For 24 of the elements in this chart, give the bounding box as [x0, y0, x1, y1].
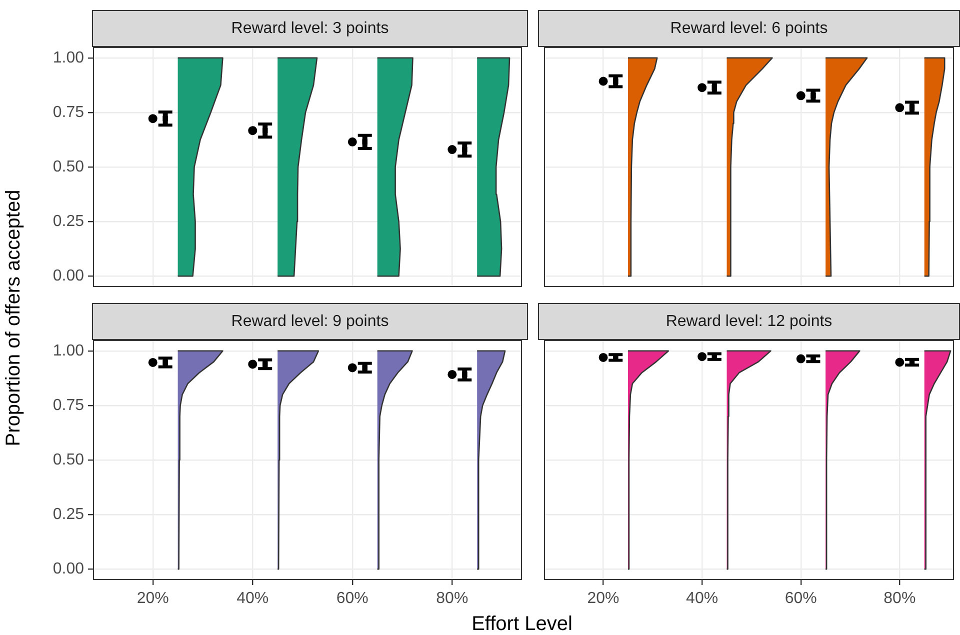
y-tick-label: 0.25	[52, 212, 84, 230]
y-tick-label: 0.50	[52, 451, 84, 468]
y-axis-title: Proportion of offers accepted	[2, 190, 26, 446]
x-tick-label: 60%	[336, 590, 368, 608]
x-tick-label: 60%	[784, 590, 817, 608]
x-tick-label: 40%	[236, 590, 269, 608]
x-axis-title: Effort Level	[472, 613, 572, 635]
chart-title: Reward level: 9 points	[92, 303, 528, 340]
y-tick-label: 0.75	[52, 396, 84, 414]
y-tick-label: 0.00	[52, 560, 84, 578]
y-tick-label: 0.00	[52, 267, 84, 284]
chart-title: Reward level: 3 points	[92, 10, 528, 47]
x-tick-label: 80%	[436, 590, 468, 608]
y-tick-label: 0.75	[52, 104, 84, 121]
chart-title: Reward level: 12 points	[538, 303, 960, 340]
chart-title: Reward level: 6 points	[538, 10, 960, 47]
y-tick-label: 1.00	[52, 342, 84, 360]
y-tick-label: 0.25	[52, 506, 84, 523]
y-tick-label: 0.50	[52, 158, 84, 176]
y-tick-label: 1.00	[52, 49, 84, 66]
x-tick-label: 40%	[686, 590, 718, 608]
x-tick-label: 20%	[587, 590, 620, 608]
x-tick-label: 20%	[136, 590, 169, 608]
x-tick-label: 80%	[884, 590, 916, 608]
